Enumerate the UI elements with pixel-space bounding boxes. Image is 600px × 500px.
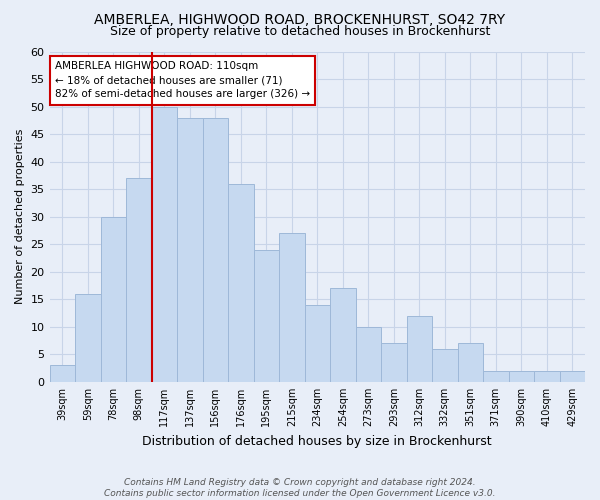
Text: AMBERLEA, HIGHWOOD ROAD, BROCKENHURST, SO42 7RY: AMBERLEA, HIGHWOOD ROAD, BROCKENHURST, S…	[94, 12, 506, 26]
Bar	[279, 233, 305, 382]
Bar	[228, 184, 254, 382]
Bar	[177, 118, 203, 382]
Bar	[458, 344, 483, 382]
Bar	[203, 118, 228, 382]
Bar	[432, 349, 458, 382]
Text: AMBERLEA HIGHWOOD ROAD: 110sqm
← 18% of detached houses are smaller (71)
82% of : AMBERLEA HIGHWOOD ROAD: 110sqm ← 18% of …	[55, 62, 310, 100]
Bar	[101, 216, 126, 382]
Text: Contains HM Land Registry data © Crown copyright and database right 2024.
Contai: Contains HM Land Registry data © Crown c…	[104, 478, 496, 498]
X-axis label: Distribution of detached houses by size in Brockenhurst: Distribution of detached houses by size …	[142, 434, 492, 448]
Bar	[560, 371, 585, 382]
Bar	[381, 344, 407, 382]
Bar	[330, 288, 356, 382]
Bar	[254, 250, 279, 382]
Bar	[152, 106, 177, 382]
Y-axis label: Number of detached properties: Number of detached properties	[15, 129, 25, 304]
Bar	[407, 316, 432, 382]
Bar	[509, 371, 534, 382]
Bar	[534, 371, 560, 382]
Bar	[75, 294, 101, 382]
Bar	[305, 305, 330, 382]
Bar	[126, 178, 152, 382]
Text: Size of property relative to detached houses in Brockenhurst: Size of property relative to detached ho…	[110, 25, 490, 38]
Bar	[483, 371, 509, 382]
Bar	[50, 366, 75, 382]
Bar	[356, 327, 381, 382]
